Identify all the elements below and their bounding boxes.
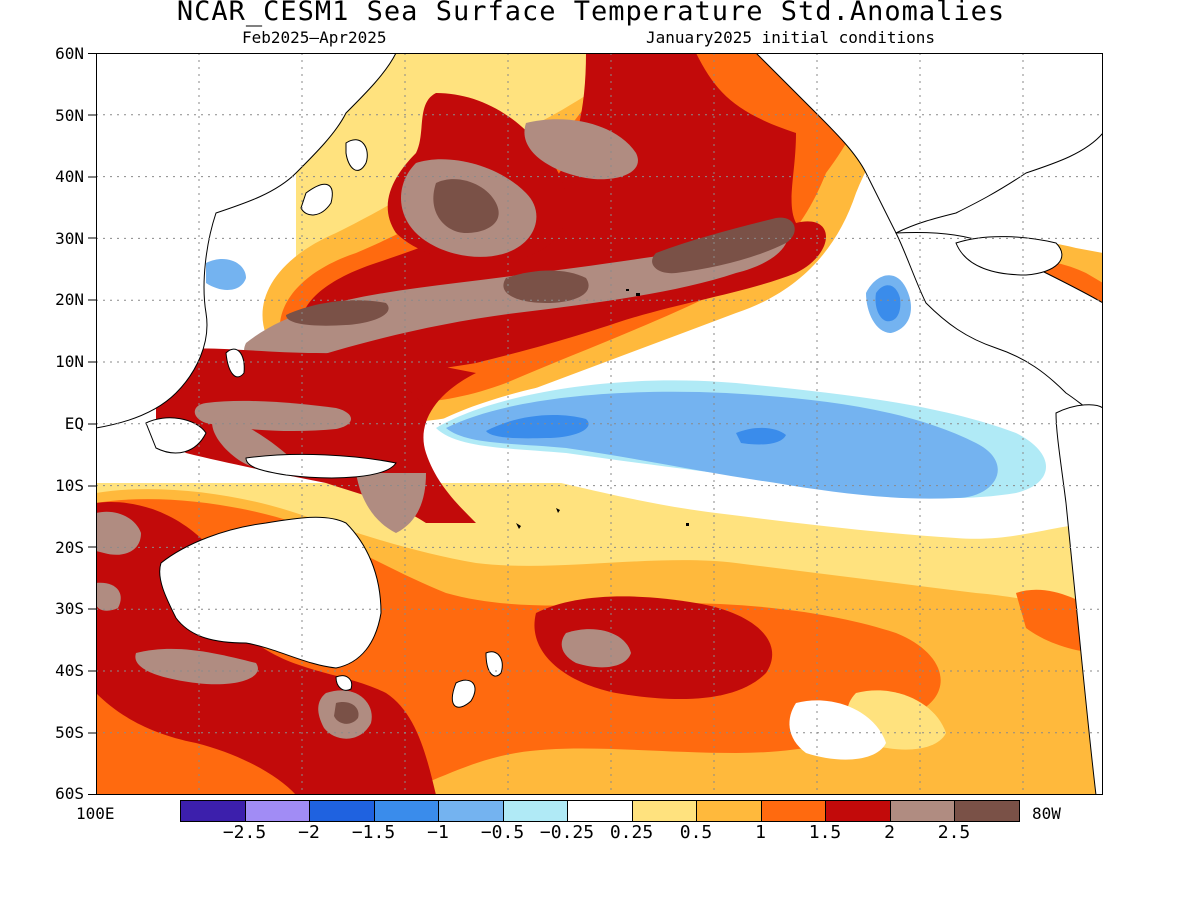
colorbar-label: −2.5: [222, 822, 267, 843]
lat-ticks: [88, 53, 96, 795]
lat-label: 50S: [55, 723, 84, 742]
colorbar-label: −1.5: [351, 822, 396, 843]
colorbar-label: −1: [427, 822, 449, 843]
land-new-guinea: [245, 453, 397, 479]
anomaly-region: [534, 596, 773, 699]
colorbar-swatch: [567, 800, 633, 822]
lat-label: 40N: [55, 167, 84, 186]
colorbar-swatch: [373, 800, 439, 822]
colorbar-swatch: [760, 800, 826, 822]
anomaly-region: [503, 270, 589, 303]
lat-label: EQ: [64, 414, 84, 433]
lat-label: 10S: [55, 476, 84, 495]
colorbar-swatch: [631, 800, 697, 822]
land-philippines: [225, 348, 245, 378]
anomaly-region: [356, 473, 426, 533]
anomaly-region: [96, 511, 141, 555]
anomaly-region: [206, 258, 246, 290]
lat-label: 60S: [55, 784, 84, 803]
land-japan: [300, 183, 333, 216]
island-south-pacific: [516, 523, 521, 529]
lat-label: 50N: [55, 106, 84, 125]
colorbar-swatch: [438, 800, 504, 822]
map-gridlines: [96, 53, 1103, 795]
colorbar-swatch: [954, 800, 1020, 822]
land-australia: [159, 516, 382, 669]
colorbar-label: −2: [298, 822, 320, 843]
colorbar-swatch: [502, 800, 568, 822]
land-asia: [96, 53, 397, 429]
island-hawaii: [636, 293, 640, 296]
lon-label-right: 80W: [1032, 804, 1061, 823]
initial-conditions: January2025 initial conditions: [646, 28, 935, 47]
anomaly-region: [135, 648, 258, 685]
lat-label: 10N: [55, 352, 84, 371]
land-new-zealand: [451, 679, 476, 708]
land-japan: [345, 139, 368, 171]
island-hawaii: [626, 289, 629, 291]
land-tasmania: [335, 675, 353, 691]
lat-label: 40S: [55, 661, 84, 680]
land-new-zealand: [485, 651, 503, 677]
anomaly-region: [789, 700, 886, 760]
lon-label-left: 100E: [76, 804, 115, 823]
map-title: NCAR_CESM1 Sea Surface Temperature Std.A…: [176, 0, 1006, 27]
land-mexico: [955, 236, 1063, 276]
colorbar-swatch: [825, 800, 891, 822]
island-south-pacific: [686, 523, 689, 526]
colorbar-label: 0.25: [609, 822, 654, 843]
map-frame: [96, 53, 1103, 795]
land-borneo: [145, 417, 207, 454]
island-south-pacific: [556, 508, 560, 513]
anomaly-region: [486, 415, 589, 439]
anomaly-region: [286, 300, 389, 326]
anomaly-region: [334, 702, 359, 724]
lat-label: 20N: [55, 290, 84, 309]
colorbar-swatch: [889, 800, 955, 822]
forecast-period: Feb2025—Apr2025: [242, 28, 387, 47]
lat-label: 20S: [55, 538, 84, 557]
colorbar-label: 2: [884, 822, 895, 843]
anomaly-map: [96, 53, 1103, 795]
lat-label: 60N: [55, 44, 84, 63]
colorbar-label: 1: [755, 822, 766, 843]
colorbar-swatch: [244, 800, 310, 822]
anomaly-region: [433, 179, 499, 233]
colorbar-swatch: [309, 800, 375, 822]
anomaly-region: [96, 582, 121, 611]
lat-label: 30N: [55, 229, 84, 248]
anomaly-region: [736, 427, 786, 445]
colorbar-label: −0.5: [480, 822, 525, 843]
colorbar-label: 2.5: [937, 822, 971, 843]
colorbar-swatch: [180, 800, 246, 822]
colorbar-swatch: [696, 800, 762, 822]
anomaly-region: [561, 629, 631, 668]
colorbar-label: 0.5: [679, 822, 713, 843]
anomaly-region: [652, 217, 795, 274]
colorbar-label: 1.5: [808, 822, 842, 843]
lat-label: 30S: [55, 599, 84, 618]
colorbar-label: −0.25: [539, 822, 595, 843]
anomaly-region: [524, 119, 638, 180]
anomaly-region: [875, 285, 901, 322]
